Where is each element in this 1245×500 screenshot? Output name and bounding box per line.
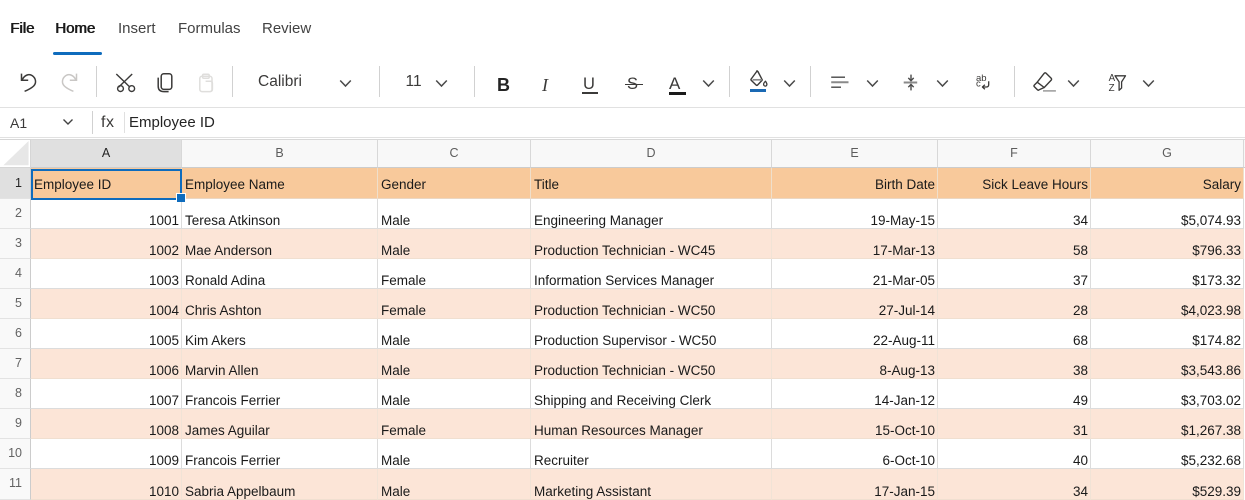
svg-text:c: c bbox=[976, 79, 981, 90]
svg-text:Z: Z bbox=[1109, 83, 1115, 93]
svg-text:A: A bbox=[1109, 73, 1116, 84]
svg-text:ab: ab bbox=[976, 73, 987, 84]
